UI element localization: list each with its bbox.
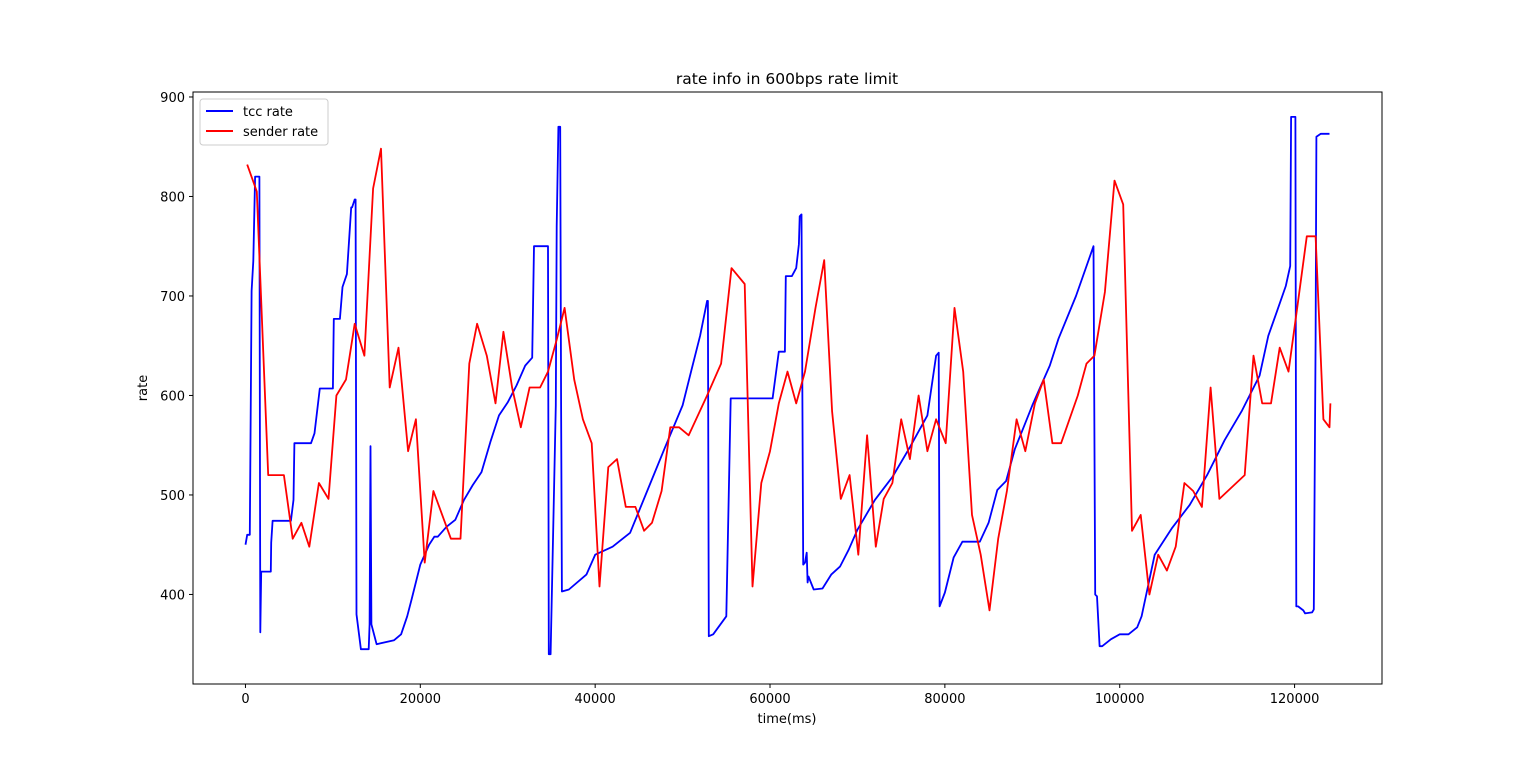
x-tick-label: 40000 (574, 692, 615, 707)
y-tick-label: 800 (160, 190, 185, 205)
chart-title: rate info in 600bps rate limit (676, 70, 898, 88)
legend: tcc rate sender rate (199, 98, 329, 146)
y-tick-label: 400 (160, 588, 185, 603)
x-tick-label: 80000 (924, 692, 965, 707)
y-tick-label: 700 (160, 290, 185, 305)
x-axis: 0 20000 40000 60000 80000 100000 120000 (241, 684, 1319, 707)
series-line-tcc-rate (244, 116, 1330, 656)
legend-label-tcc-rate: tcc rate (243, 105, 293, 120)
y-tick-label: 500 (160, 489, 185, 504)
x-tick-label: 0 (241, 692, 249, 707)
y-axis: 400 500 600 700 800 900 (160, 91, 193, 603)
series-line-sender-rate (246, 147, 1332, 612)
y-axis-label: rate (136, 375, 151, 401)
y-tick-label: 600 (160, 389, 185, 404)
x-tick-label: 20000 (400, 692, 441, 707)
x-tick-label: 100000 (1095, 692, 1145, 707)
legend-label-sender-rate: sender rate (243, 125, 318, 140)
y-tick-label: 900 (160, 91, 185, 106)
plot-frame (192, 91, 1383, 685)
x-tick-label: 120000 (1270, 692, 1320, 707)
x-tick-label: 60000 (749, 692, 790, 707)
x-axis-label: time(ms) (758, 712, 817, 727)
series-layer (244, 116, 1332, 656)
